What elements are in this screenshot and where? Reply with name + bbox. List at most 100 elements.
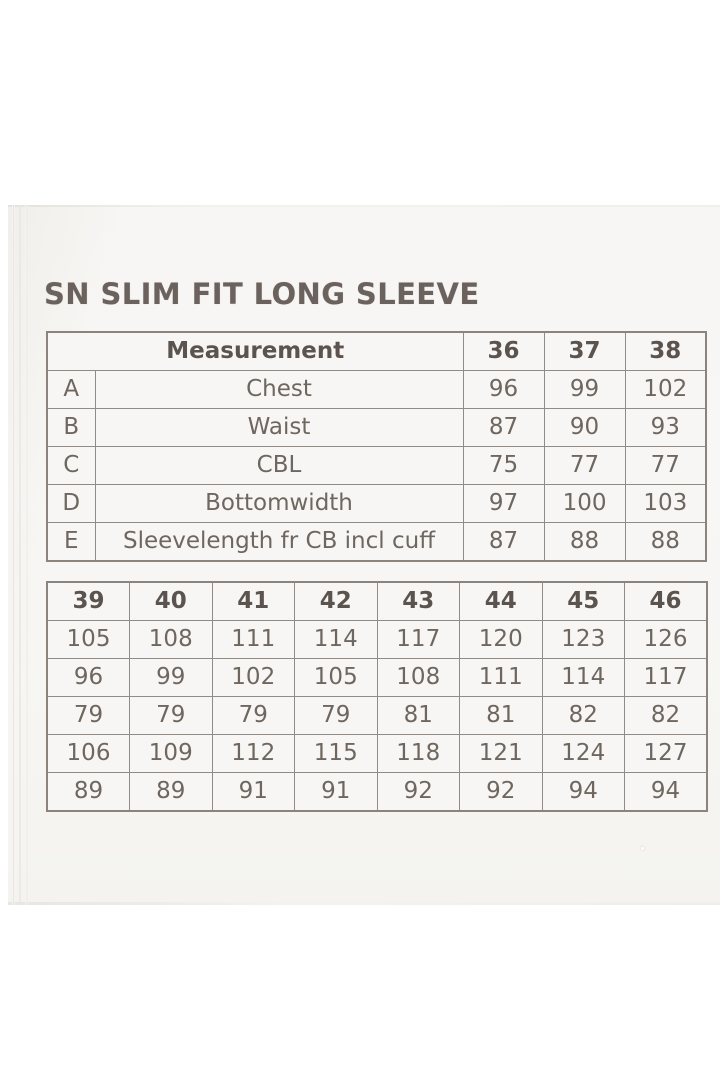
column-header-size-40: 40 (129, 581, 213, 621)
cell-value: 96 (46, 658, 130, 697)
size-label-card: SN SLIM FIT LONG SLEEVE Measurement 36 3… (8, 205, 720, 905)
cell-value: 112 (211, 734, 295, 773)
cell-value: 88 (543, 522, 626, 562)
cell-value: 117 (624, 658, 708, 697)
table-row: E Sleevelength fr CB incl cuff 87 88 88 (46, 522, 707, 562)
row-measurement-name: Bottomwidth (94, 484, 464, 523)
table-header-row: Measurement 36 37 38 (46, 331, 707, 371)
cell-value: 100 (543, 484, 626, 523)
cell-value: 89 (129, 772, 213, 812)
row-letter: C (46, 446, 96, 485)
row-letter: A (46, 370, 96, 409)
row-letter: B (46, 408, 96, 447)
cell-value: 114 (541, 658, 625, 697)
row-measurement-name: Sleevelength fr CB incl cuff (94, 522, 464, 562)
cell-value: 114 (294, 620, 378, 659)
column-header-size-43: 43 (376, 581, 460, 621)
cell-value: 123 (541, 620, 625, 659)
table-row: 96 99 102 105 108 111 114 117 (46, 658, 708, 697)
column-header-size-42: 42 (294, 581, 378, 621)
cell-value: 105 (46, 620, 130, 659)
cell-value: 111 (211, 620, 295, 659)
card-top-edge (8, 205, 720, 207)
cell-value: 102 (211, 658, 295, 697)
cell-value: 103 (624, 484, 707, 523)
cell-value: 81 (376, 696, 460, 735)
cell-value: 106 (46, 734, 130, 773)
cell-value: 120 (459, 620, 543, 659)
cell-value: 111 (459, 658, 543, 697)
cell-value: 124 (541, 734, 625, 773)
table-b-header: 39 40 41 42 43 44 45 46 (46, 581, 708, 621)
cell-value: 97 (462, 484, 545, 523)
cell-value: 121 (459, 734, 543, 773)
table-a-body: A Chest 96 99 102 B Waist 87 90 93 C (46, 370, 707, 562)
cell-value: 82 (541, 696, 625, 735)
column-header-size-41: 41 (211, 581, 295, 621)
cell-value: 79 (211, 696, 295, 735)
cell-value: 79 (46, 696, 130, 735)
cell-value: 87 (462, 408, 545, 447)
cell-value: 109 (129, 734, 213, 773)
cell-value: 115 (294, 734, 378, 773)
table-row: B Waist 87 90 93 (46, 408, 707, 447)
table-a-header: Measurement 36 37 38 (46, 331, 707, 371)
column-header-size-39: 39 (46, 581, 130, 621)
paper-speck (641, 847, 644, 850)
label-content: SN SLIM FIT LONG SLEEVE Measurement 36 3… (8, 205, 720, 905)
table-header-row: 39 40 41 42 43 44 45 46 (46, 581, 708, 621)
row-measurement-name: Waist (94, 408, 464, 447)
cell-value: 87 (462, 522, 545, 562)
table-b-body: 105 108 111 114 117 120 123 126 96 99 10… (46, 620, 708, 812)
card-bottom-edge (8, 902, 720, 905)
cell-value: 89 (46, 772, 130, 812)
cell-value: 77 (624, 446, 707, 485)
cell-value: 105 (294, 658, 378, 697)
column-header-size-44: 44 (459, 581, 543, 621)
row-measurement-name: Chest (94, 370, 464, 409)
cell-value: 88 (624, 522, 707, 562)
cell-value: 75 (462, 446, 545, 485)
cell-value: 117 (376, 620, 460, 659)
cell-value: 94 (624, 772, 708, 812)
table-row: 106 109 112 115 118 121 124 127 (46, 734, 708, 773)
cell-value: 96 (462, 370, 545, 409)
column-header-size-45: 45 (541, 581, 625, 621)
cell-value: 81 (459, 696, 543, 735)
cell-value: 82 (624, 696, 708, 735)
cell-value: 79 (294, 696, 378, 735)
table-row: A Chest 96 99 102 (46, 370, 707, 409)
cell-value: 102 (624, 370, 707, 409)
column-header-size-36: 36 (462, 331, 545, 371)
cell-value: 99 (129, 658, 213, 697)
table-row: 105 108 111 114 117 120 123 126 (46, 620, 708, 659)
cell-value: 79 (129, 696, 213, 735)
cell-value: 93 (624, 408, 707, 447)
measurements-table-sizes-36-38: Measurement 36 37 38 A Chest 96 99 102 (46, 331, 708, 562)
cell-value: 118 (376, 734, 460, 773)
row-letter: E (46, 522, 96, 562)
table-row: 79 79 79 79 81 81 82 82 (46, 696, 708, 735)
cell-value: 77 (543, 446, 626, 485)
cell-value: 94 (541, 772, 625, 812)
column-header-size-38: 38 (624, 331, 707, 371)
column-header-size-46: 46 (624, 581, 708, 621)
column-header-measurement: Measurement (46, 331, 464, 371)
table-row: D Bottomwidth 97 100 103 (46, 484, 707, 523)
cell-value: 108 (376, 658, 460, 697)
cell-value: 126 (624, 620, 708, 659)
cell-value: 92 (459, 772, 543, 812)
cell-value: 91 (211, 772, 295, 812)
cell-value: 99 (543, 370, 626, 409)
cell-value: 92 (376, 772, 460, 812)
page-title: SN SLIM FIT LONG SLEEVE (44, 277, 480, 311)
measurements-table-sizes-39-46: 39 40 41 42 43 44 45 46 105 108 111 (46, 581, 708, 812)
cell-value: 127 (624, 734, 708, 773)
cell-value: 90 (543, 408, 626, 447)
cell-value: 108 (129, 620, 213, 659)
row-letter: D (46, 484, 96, 523)
table-row: 89 89 91 91 92 92 94 94 (46, 772, 708, 812)
column-header-size-37: 37 (543, 331, 626, 371)
table-row: C CBL 75 77 77 (46, 446, 707, 485)
